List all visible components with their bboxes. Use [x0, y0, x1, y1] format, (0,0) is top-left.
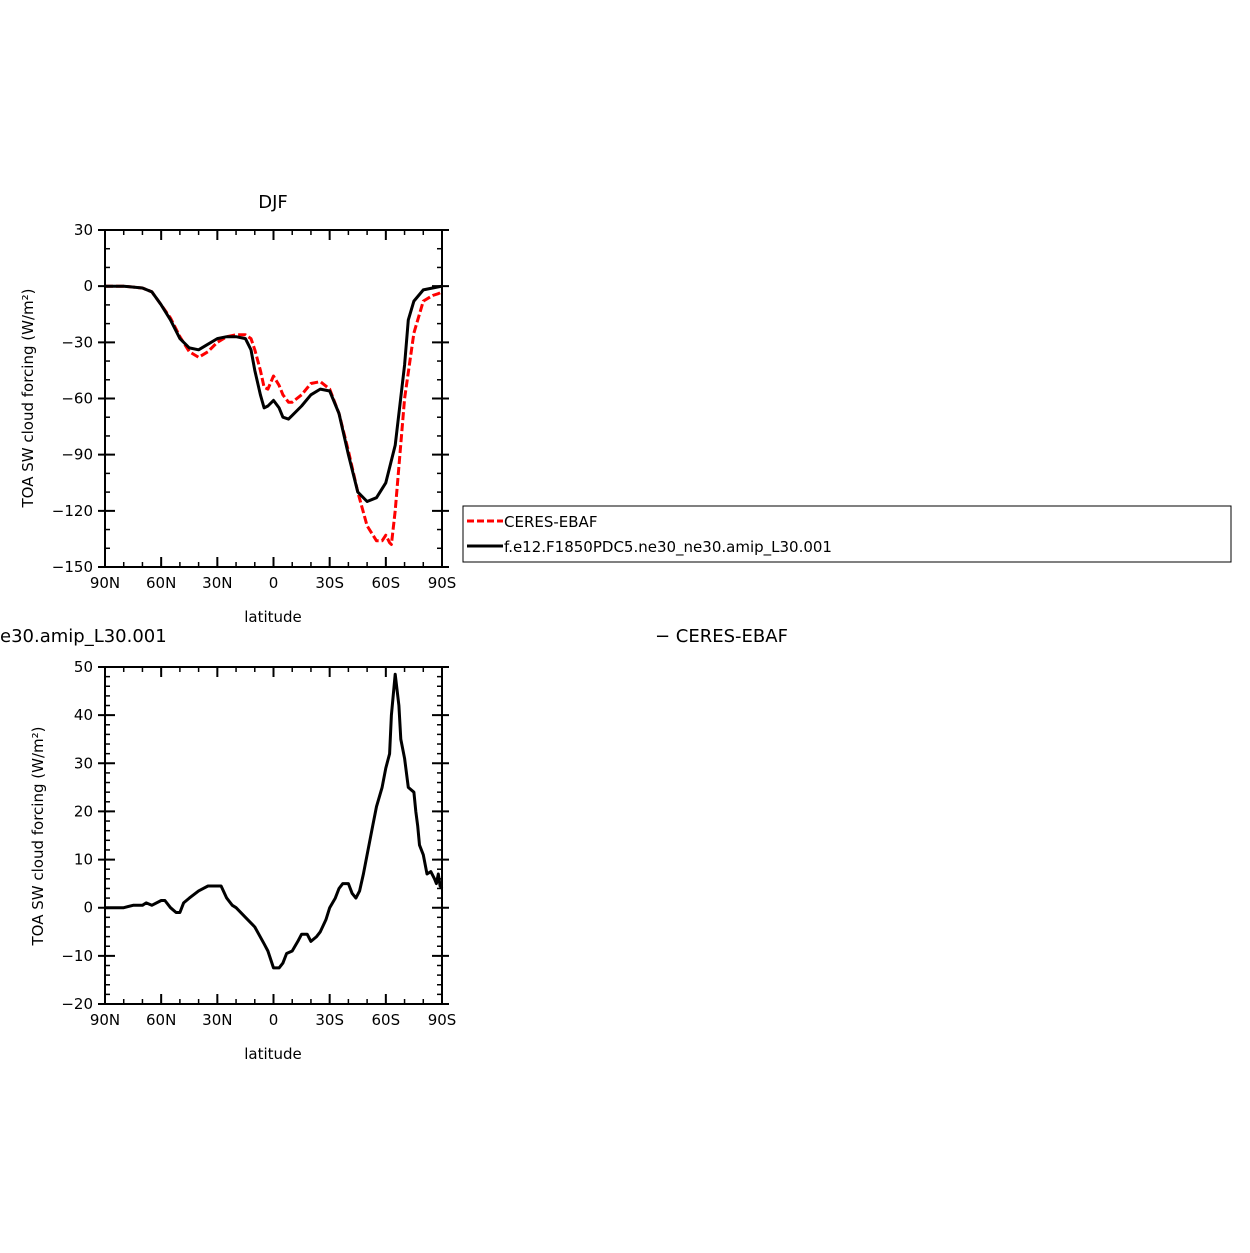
top-tick-labels: 90N 60N 30N 0 30S 60S 90S 30 0 −30 −60 −90 −120 −150 — [52, 221, 457, 592]
top-x-tick-label: 30S — [315, 574, 344, 592]
bottom-y-axis-title: TOA SW cloud forcing (W/m²) — [29, 727, 47, 947]
bottom-x-tick-label: 60S — [372, 1011, 401, 1029]
bottom-axis-ticks — [98, 666, 449, 1005]
top-x-tick-label: 60N — [146, 574, 176, 592]
bottom-title-right: − CERES-EBAF — [655, 626, 788, 647]
top-series-line-ceres-ebaf — [105, 284, 443, 546]
top-x-tick-label: 90N — [90, 574, 120, 592]
bottom-x-tick-label: 30N — [202, 1011, 232, 1029]
bottom-x-axis-title: latitude — [244, 1045, 302, 1063]
legend-ceres-label: CERES-EBAF — [504, 513, 597, 531]
bottom-y-tick-label: −20 — [61, 995, 93, 1013]
top-x-tick-label: 90S — [428, 574, 457, 592]
bottom-x-tick-label: 90N — [90, 1011, 120, 1029]
bottom-x-tick-label: 0 — [269, 1011, 279, 1029]
top-panel: DJF 90N 60N 30N 0 30S 60S 90S 30 0 −30 −60 −90 −120 −… — [19, 192, 456, 626]
top-x-tick-label: 0 — [269, 574, 279, 592]
top-series-line-f-e12-f1850pdc5-ne30-ne30-amip-l30-001 — [105, 284, 443, 503]
bottom-panel: e30.amip_L30.001 − CERES-EBAF 90N 60N 30N 0… — [0, 626, 788, 1063]
top-plot-frame — [104, 229, 443, 568]
top-y-tick-label: 30 — [74, 221, 93, 239]
bottom-series — [105, 672, 444, 970]
bottom-y-tick-label: 40 — [74, 706, 93, 724]
top-x-axis-title: latitude — [244, 608, 302, 626]
bottom-title-left: e30.amip_L30.001 — [0, 626, 167, 647]
legend-box — [462, 505, 1232, 563]
bottom-plot-frame — [104, 666, 443, 1005]
bottom-y-tick-label: 20 — [74, 802, 93, 820]
top-y-tick-label: 0 — [83, 277, 93, 295]
bottom-x-tick-label: 60N — [146, 1011, 176, 1029]
bottom-tick-labels: 90N 60N 30N 0 30S 60S 90S 50 40 30 20 10 0 −10 −20 — [61, 658, 456, 1029]
top-x-tick-label: 60S — [372, 574, 401, 592]
top-y-tick-label: −90 — [61, 446, 93, 464]
top-series — [105, 284, 443, 546]
bottom-y-tick-label: 50 — [74, 658, 93, 676]
legend-model-label: f.e12.F1850PDC5.ne30_ne30.amip_L30.001 — [504, 538, 832, 557]
top-x-tick-label: 30N — [202, 574, 232, 592]
legend: CERES-EBAF f.e12.F1850PDC5.ne30_ne30.ami… — [462, 505, 1232, 563]
bottom-x-tick-label: 30S — [315, 1011, 344, 1029]
top-y-tick-label: −30 — [61, 333, 93, 351]
top-y-tick-label: −60 — [61, 390, 93, 408]
top-axis-ticks — [98, 229, 449, 568]
bottom-y-tick-label: −10 — [61, 947, 93, 965]
bottom-y-tick-label: 10 — [74, 851, 93, 869]
bottom-y-tick-label: 0 — [83, 899, 93, 917]
bottom-y-tick-label: 30 — [74, 754, 93, 772]
top-title: DJF — [258, 192, 288, 213]
top-y-tick-label: −150 — [52, 558, 93, 576]
top-y-axis-title: TOA SW cloud forcing (W/m²) — [19, 289, 37, 509]
bottom-x-tick-label: 90S — [428, 1011, 457, 1029]
bottom-series-line-difference — [105, 672, 444, 970]
top-y-tick-label: −120 — [52, 502, 93, 520]
